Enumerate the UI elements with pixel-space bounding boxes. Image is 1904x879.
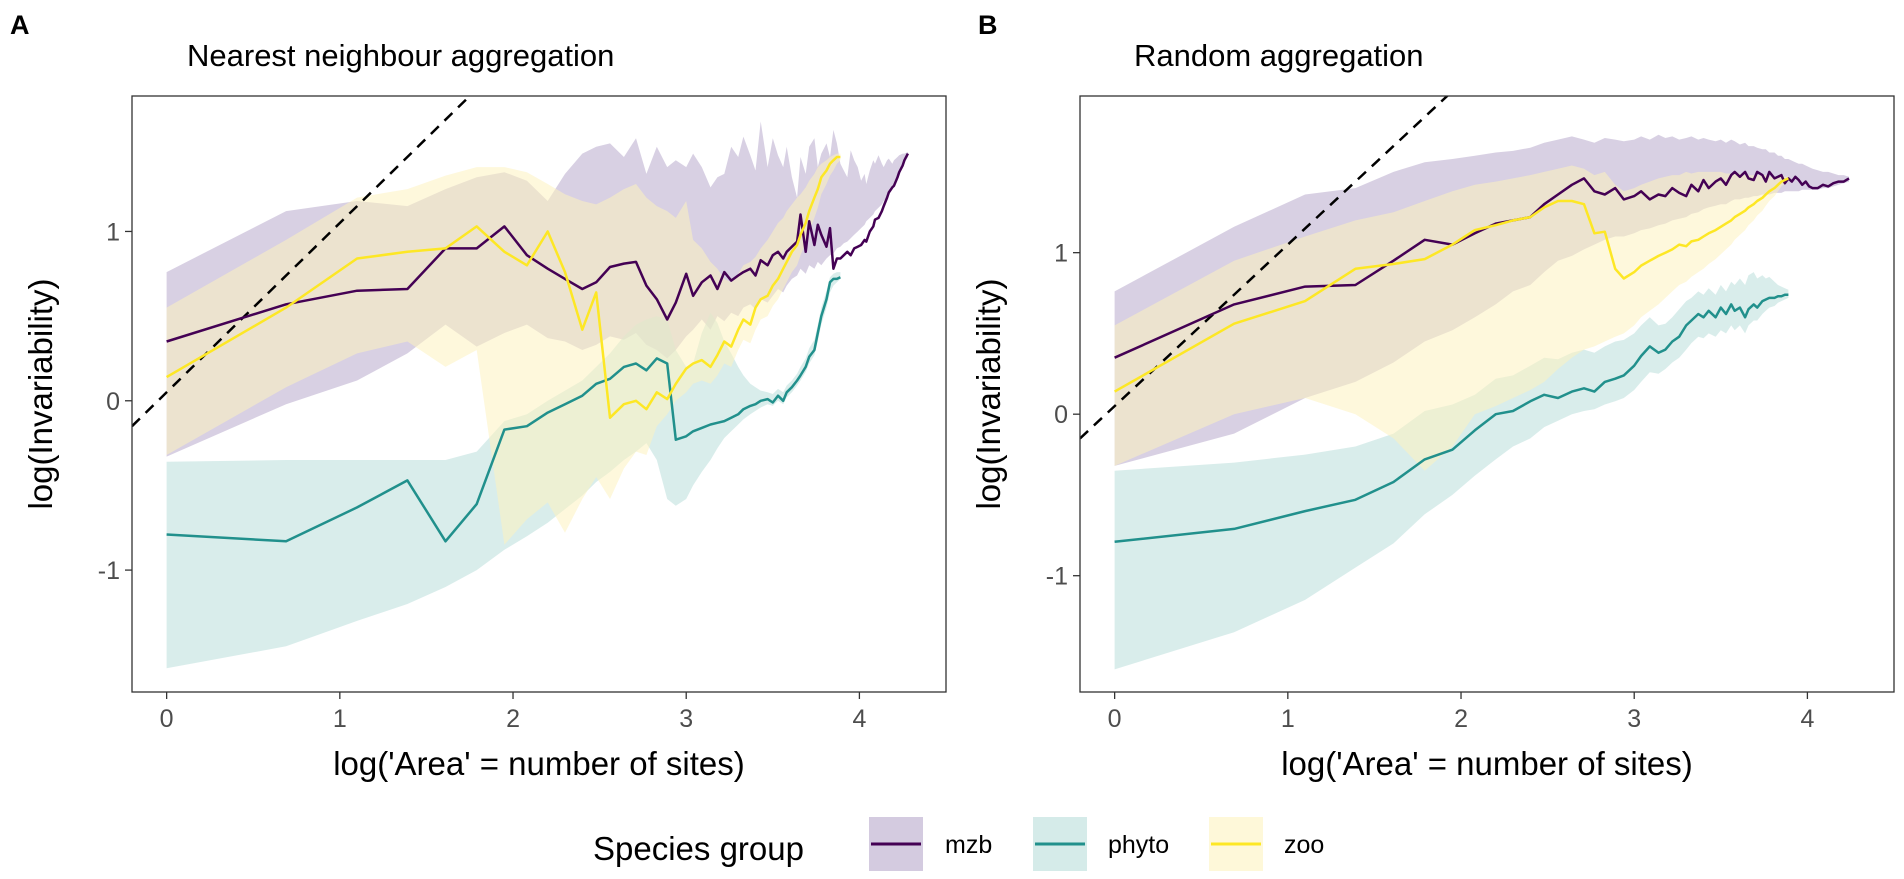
band-phyto xyxy=(1114,272,1789,670)
x-tick-label: 1 xyxy=(333,705,347,733)
legend-label-mzb: mzb xyxy=(945,831,992,859)
legend-label-zoo: zoo xyxy=(1284,831,1324,859)
x-tick-label: 2 xyxy=(1454,705,1468,733)
legend-label-phyto: phyto xyxy=(1108,831,1169,859)
panel-title: Nearest neighbour aggregation xyxy=(187,38,614,73)
panel-title: Random aggregation xyxy=(1134,38,1424,73)
x-tick-label: 3 xyxy=(679,705,693,733)
plot-area xyxy=(1080,96,1850,670)
x-tick-label: 4 xyxy=(1800,705,1814,733)
panel-b: B Random aggregation 0 1 2 3 4 -1 0 1 log('Area' =… xyxy=(970,10,1895,782)
x-tick-label: 1 xyxy=(1281,705,1295,733)
legend: Species group mzb phyto zoo xyxy=(593,817,1324,871)
band-zoo xyxy=(166,153,841,545)
line-phyto xyxy=(166,276,841,543)
legend-title: Species group xyxy=(593,830,804,867)
x-axis-title: log('Area' = number of sites) xyxy=(333,745,745,782)
band-zoo xyxy=(1114,165,1789,471)
y-tick-label: -1 xyxy=(98,557,120,585)
line-mzb xyxy=(166,153,910,343)
plot-area xyxy=(132,96,910,669)
x-tick-label: 4 xyxy=(852,705,866,733)
y-axis-title: log(Invariability) xyxy=(22,278,59,509)
legend-item-mzb: mzb xyxy=(869,817,992,871)
line-phyto xyxy=(1114,293,1789,544)
panel-label: B xyxy=(978,10,998,40)
y-tick-label: 1 xyxy=(106,218,120,246)
y-tick-label: 0 xyxy=(1054,401,1068,429)
x-tick-label: 2 xyxy=(506,705,520,733)
panel-a: A Nearest neighbour aggregation 0 1 2 3 4 -1 0 1 l… xyxy=(10,10,947,782)
y-tick-label: -1 xyxy=(1046,563,1068,591)
x-tick-label: 0 xyxy=(160,705,174,733)
line-zoo xyxy=(1113,177,1789,393)
x-tick-label: 0 xyxy=(1108,705,1122,733)
panel-label: A xyxy=(10,10,30,40)
y-tick-label: 0 xyxy=(106,388,120,416)
line-zoo xyxy=(165,155,841,419)
y-tick-label: 1 xyxy=(1054,240,1068,268)
x-tick-label: 3 xyxy=(1627,705,1641,733)
plot-frame xyxy=(131,95,947,693)
legend-item-phyto: phyto xyxy=(1033,817,1169,871)
x-axis-title: log('Area' = number of sites) xyxy=(1281,745,1693,782)
plot-frame xyxy=(1079,95,1895,693)
y-axis-title: log(Invariability) xyxy=(970,278,1007,509)
legend-item-zoo: zoo xyxy=(1209,817,1324,871)
